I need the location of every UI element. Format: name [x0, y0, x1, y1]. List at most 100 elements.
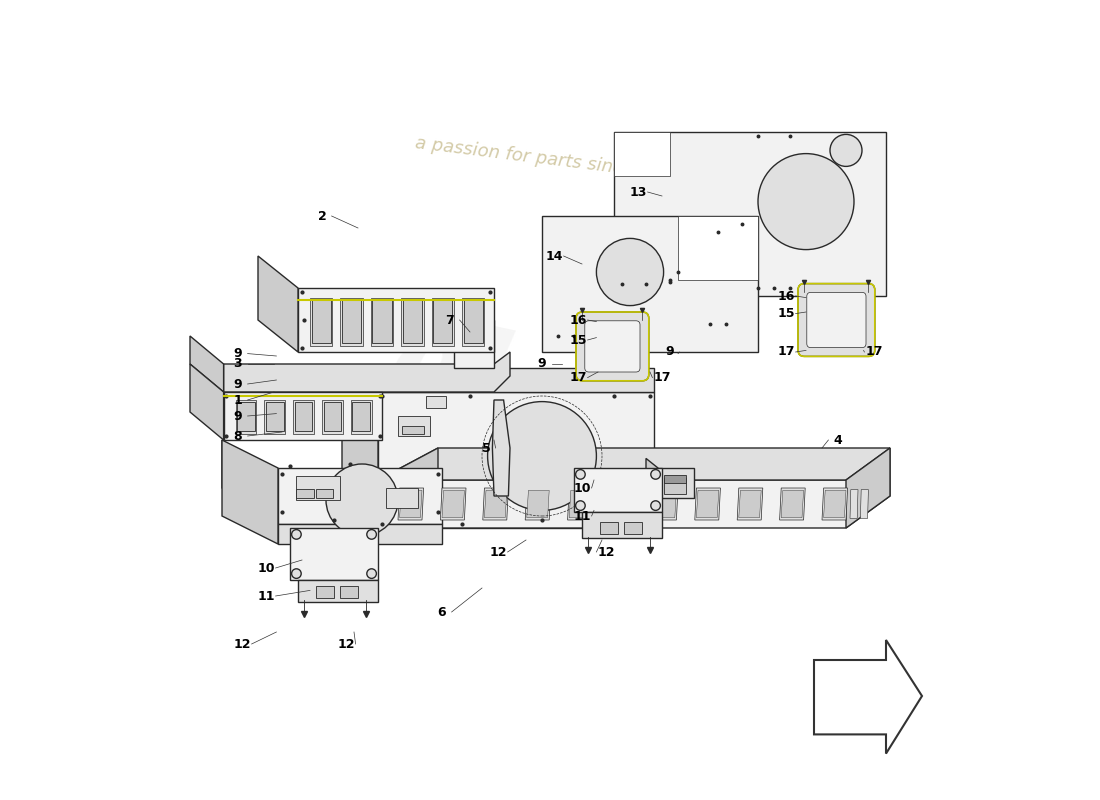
- Text: 16: 16: [778, 290, 794, 302]
- Text: 4: 4: [834, 434, 843, 446]
- Text: 7: 7: [446, 314, 454, 326]
- Polygon shape: [696, 490, 718, 518]
- Bar: [264, 400, 285, 434]
- Polygon shape: [378, 392, 654, 528]
- Polygon shape: [258, 256, 298, 352]
- Bar: [402, 426, 425, 434]
- Polygon shape: [398, 488, 424, 520]
- Polygon shape: [582, 512, 662, 538]
- FancyBboxPatch shape: [576, 312, 649, 381]
- Polygon shape: [378, 448, 438, 528]
- Polygon shape: [654, 490, 676, 518]
- Bar: [625, 522, 642, 534]
- Bar: [463, 300, 483, 343]
- Bar: [462, 298, 484, 346]
- Circle shape: [292, 530, 301, 539]
- FancyBboxPatch shape: [806, 293, 866, 347]
- Bar: [351, 400, 372, 434]
- Polygon shape: [222, 440, 278, 544]
- Polygon shape: [781, 490, 804, 518]
- Text: 12: 12: [597, 546, 615, 558]
- Text: 9: 9: [233, 347, 242, 360]
- Polygon shape: [222, 440, 274, 528]
- Bar: [317, 586, 334, 598]
- Text: 9: 9: [538, 358, 547, 370]
- Bar: [398, 416, 430, 436]
- Circle shape: [575, 470, 585, 479]
- Circle shape: [326, 464, 398, 536]
- Circle shape: [596, 238, 663, 306]
- Text: 17: 17: [866, 346, 882, 358]
- Text: 16: 16: [570, 314, 586, 326]
- Polygon shape: [658, 468, 694, 498]
- Polygon shape: [850, 490, 858, 518]
- Circle shape: [366, 530, 376, 539]
- Bar: [340, 586, 358, 598]
- Circle shape: [292, 569, 301, 578]
- Polygon shape: [223, 352, 510, 392]
- Bar: [316, 489, 333, 498]
- Polygon shape: [610, 488, 636, 520]
- Text: 12: 12: [233, 638, 251, 650]
- Polygon shape: [846, 448, 890, 528]
- Polygon shape: [695, 488, 721, 520]
- Bar: [323, 402, 341, 431]
- Text: 11: 11: [573, 510, 591, 522]
- Circle shape: [366, 569, 376, 578]
- Polygon shape: [568, 488, 593, 520]
- Polygon shape: [780, 488, 805, 520]
- Polygon shape: [614, 132, 670, 176]
- Polygon shape: [483, 488, 508, 520]
- Bar: [295, 402, 312, 431]
- Text: 1: 1: [233, 394, 242, 406]
- FancyBboxPatch shape: [585, 321, 640, 372]
- Bar: [296, 476, 340, 500]
- Polygon shape: [822, 488, 848, 520]
- Polygon shape: [484, 490, 507, 518]
- Text: 3: 3: [233, 358, 242, 370]
- Text: 14: 14: [546, 250, 563, 262]
- Text: 12: 12: [490, 546, 507, 558]
- Circle shape: [651, 501, 660, 510]
- Bar: [311, 300, 331, 343]
- Polygon shape: [440, 488, 466, 520]
- Bar: [294, 400, 313, 434]
- Bar: [426, 396, 446, 408]
- Bar: [342, 300, 361, 343]
- Polygon shape: [399, 490, 422, 518]
- Bar: [663, 475, 686, 483]
- FancyBboxPatch shape: [798, 284, 875, 357]
- Polygon shape: [278, 468, 442, 524]
- Bar: [402, 298, 424, 346]
- Polygon shape: [824, 490, 846, 518]
- Polygon shape: [678, 216, 758, 280]
- Polygon shape: [525, 488, 551, 520]
- Bar: [266, 402, 284, 431]
- Polygon shape: [860, 490, 868, 518]
- Polygon shape: [274, 480, 378, 528]
- Bar: [433, 300, 452, 343]
- Polygon shape: [542, 216, 758, 352]
- Text: 9: 9: [233, 378, 242, 390]
- Text: 5: 5: [482, 442, 491, 454]
- Text: elo: elo: [377, 307, 595, 461]
- Text: 15: 15: [778, 307, 794, 320]
- Bar: [238, 402, 255, 431]
- Polygon shape: [298, 288, 494, 352]
- Polygon shape: [527, 490, 549, 518]
- Bar: [373, 300, 392, 343]
- Text: 12: 12: [338, 638, 354, 650]
- Bar: [235, 400, 256, 434]
- Polygon shape: [493, 400, 510, 496]
- Polygon shape: [612, 490, 634, 518]
- Polygon shape: [739, 490, 761, 518]
- Bar: [352, 402, 370, 431]
- Polygon shape: [290, 528, 378, 580]
- Polygon shape: [737, 488, 762, 520]
- Bar: [431, 298, 454, 346]
- Text: 13: 13: [629, 186, 647, 198]
- Polygon shape: [574, 468, 662, 512]
- Polygon shape: [190, 336, 223, 392]
- Text: a passion for parts since 1985: a passion for parts since 1985: [414, 134, 686, 186]
- Polygon shape: [223, 392, 382, 440]
